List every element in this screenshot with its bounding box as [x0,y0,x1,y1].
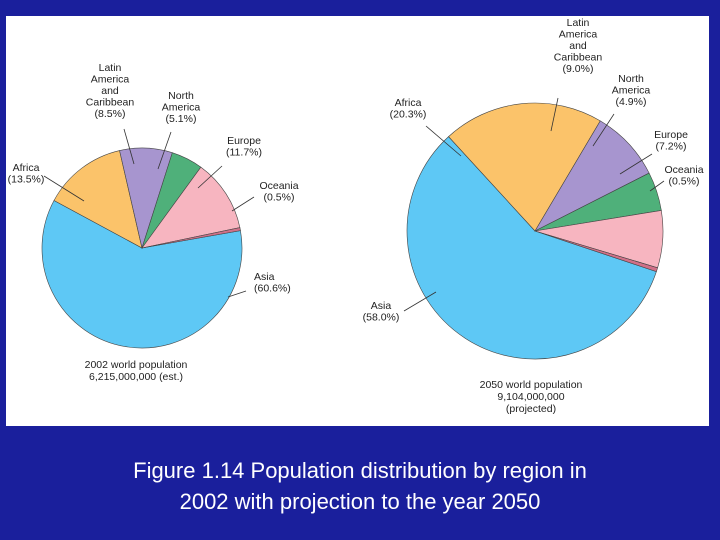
slice-label-africa: Africa (13.5%) [8,162,45,186]
label-line: America [559,29,598,41]
label-line: Caribbean [86,97,135,109]
label-line: and [569,40,587,52]
label-line: Latin [99,62,122,74]
label-line: (8.5%) [95,108,126,120]
leader-line-africa [43,175,85,202]
pie-title-line-note: (projected) [506,403,556,415]
leader-line-europe [197,165,223,189]
label-line: Africa [13,162,40,174]
pie-title-line-title: 2002 world population [85,359,188,371]
slice-africa [53,150,143,249]
slice-label-oceania: Oceania (0.5%) [664,164,703,188]
slice-oceania [141,227,241,249]
slice-label-latin-america: Latin America and Caribbean (9.0%) [554,17,603,75]
slice-label-latin-america: Latin America and Caribbean (8.5%) [86,62,135,120]
label-line: (60.6%) [254,283,291,295]
figure-caption: Figure 1.14 Population distribution by r… [0,455,720,517]
label-line: (4.9%) [616,96,647,108]
label-line: Africa [395,97,422,109]
slice-label-africa: Africa (20.3%) [390,97,427,121]
label-line: (0.5%) [669,176,700,188]
slice-label-oceania: Oceania (0.5%) [259,180,298,204]
label-line: (0.5%) [264,192,295,204]
slice-oceania [534,230,658,272]
pie-charts: Asia (60.6%)Africa (13.5%)Latin America and C… [8,17,704,415]
slice-label-asia: Asia (58.0%) [363,300,400,324]
label-line: Latin [567,17,590,29]
label-line: (9.0%) [563,63,594,75]
leader-line-latin-america [550,97,559,132]
label-line: and [101,85,119,97]
caption-line-2: 2002 with projection to the year 2050 [179,489,541,514]
leader-line-europe [619,153,653,175]
pie-title-line-subtitle: 6,215,000,000 (est.) [89,371,183,383]
label-line: America [612,85,651,97]
slice-europe [141,166,241,249]
figure-panel: Asia (60.6%) Africa (13.5%) Latin America and C… [6,16,709,426]
label-line: Asia [254,271,275,283]
slice-label-europe: Europe (7.2%) [654,129,688,153]
label-line: America [162,102,201,114]
label-line: Oceania [259,180,298,192]
leader-line-asia [227,290,247,298]
label-line: (58.0%) [363,312,400,324]
label-line: (20.3%) [390,109,427,121]
slice-africa [448,102,601,232]
pie-title-line-title: 2050 world population [480,379,583,391]
slice-asia [41,200,243,349]
label-line: (5.1%) [166,113,197,125]
slice-label-north-america: North America (5.1%) [162,90,201,125]
leader-line-africa [425,125,462,157]
label-line: Oceania [664,164,703,176]
leader-line-latin-america [123,128,135,165]
slice-asia [406,136,657,360]
pie-chart-2: Asia (58.0%)Africa (20.3%)Latin America and C… [363,17,704,415]
label-line: North [168,90,194,102]
leader-line-oceania [231,196,255,212]
leader-line-oceania [649,180,665,192]
label-line: (13.5%) [8,174,45,186]
leader-line-north-america [157,131,172,170]
leader-line-asia [403,291,437,312]
pie-title-line-subtitle: 9,104,000,000 [497,391,564,403]
label-line: Asia [371,300,392,312]
pie-title-1: 2002 world population 6,215,000,000 (est.… [85,359,188,383]
label-line: North [618,73,644,85]
slice-label-north-america: North America (4.9%) [612,73,651,108]
label-line: (7.2%) [656,141,687,153]
label-line: Europe [227,135,261,147]
leader-line-north-america [592,113,615,147]
pie-title-2: 2050 world population 9,104,000,000 (proje… [480,379,583,415]
caption-line-1: Figure 1.14 Population distribution by r… [133,458,587,483]
label-line: (11.7%) [226,147,262,159]
label-line: Europe [654,129,688,141]
label-line: America [91,74,130,86]
slice-label-asia: Asia (60.6%) [254,271,291,295]
slice-label-europe: Europe (11.7%) [226,135,262,159]
label-line: Caribbean [554,52,603,64]
pie-chart-1: Asia (60.6%)Africa (13.5%)Latin America and C… [8,62,299,383]
